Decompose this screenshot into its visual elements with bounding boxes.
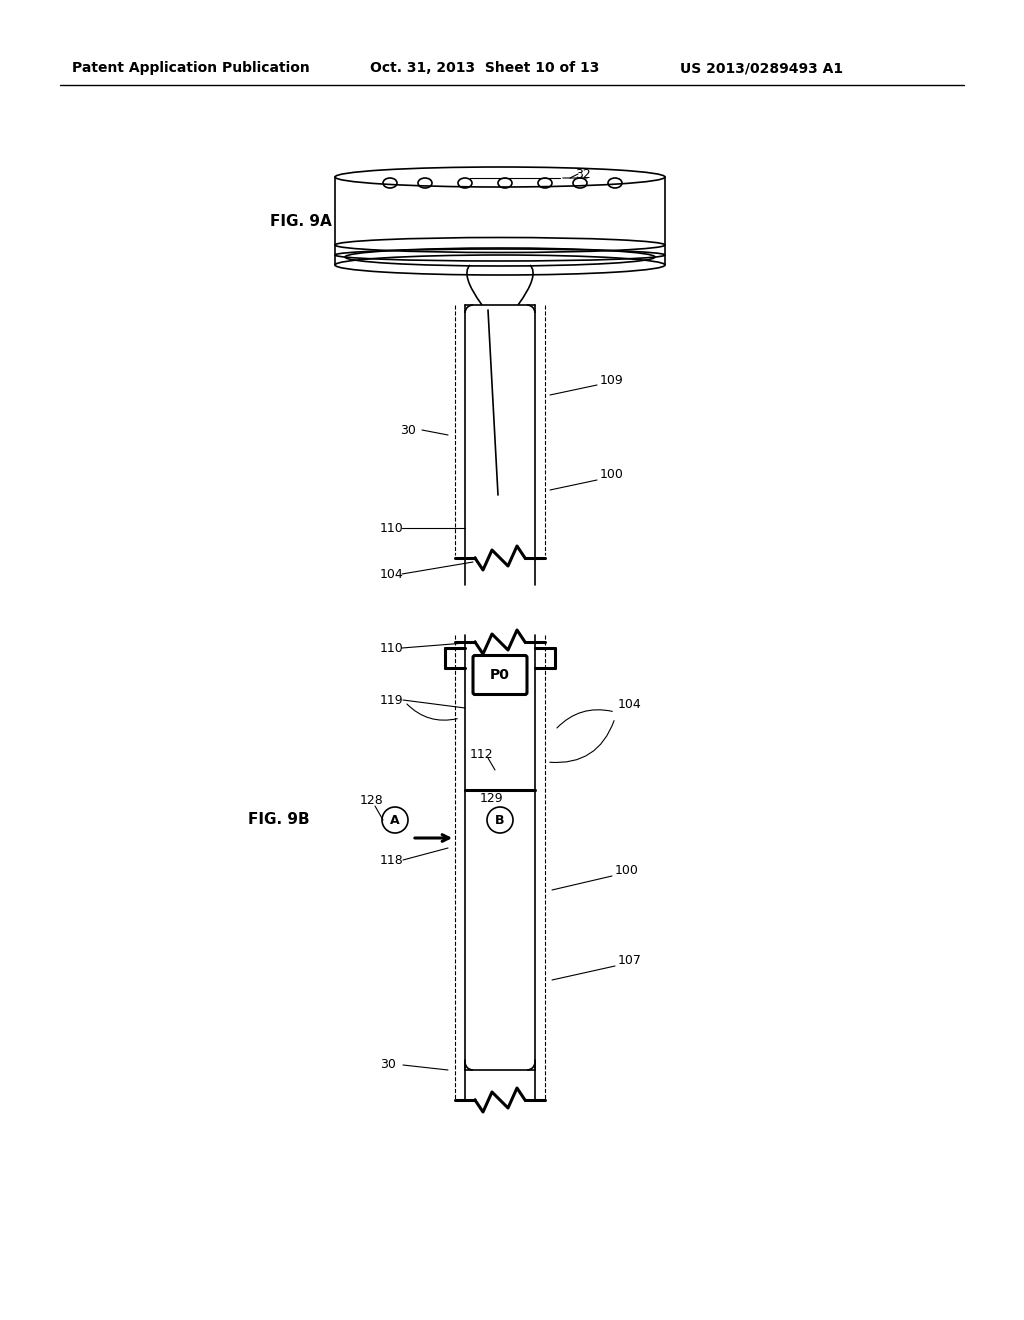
Text: 129: 129 xyxy=(480,792,504,804)
Text: 110: 110 xyxy=(380,642,403,655)
Text: Patent Application Publication: Patent Application Publication xyxy=(72,61,309,75)
Text: 30: 30 xyxy=(400,424,416,437)
FancyArrowPatch shape xyxy=(550,721,614,763)
Text: 128: 128 xyxy=(360,793,384,807)
Text: FIG. 9B: FIG. 9B xyxy=(248,813,309,828)
Text: 109: 109 xyxy=(600,374,624,387)
FancyArrowPatch shape xyxy=(557,710,612,727)
Text: 118: 118 xyxy=(380,854,403,866)
Text: 119: 119 xyxy=(380,693,403,706)
Text: 100: 100 xyxy=(615,863,639,876)
FancyBboxPatch shape xyxy=(473,656,527,694)
Text: 112: 112 xyxy=(470,748,494,762)
Text: Oct. 31, 2013  Sheet 10 of 13: Oct. 31, 2013 Sheet 10 of 13 xyxy=(370,61,599,75)
Text: 30: 30 xyxy=(380,1059,396,1072)
Text: A: A xyxy=(390,813,399,826)
Text: 104: 104 xyxy=(618,698,642,711)
Text: 107: 107 xyxy=(618,953,642,966)
Text: B: B xyxy=(496,813,505,826)
Text: 100: 100 xyxy=(600,469,624,482)
Text: 110: 110 xyxy=(380,521,403,535)
FancyArrowPatch shape xyxy=(407,704,458,721)
Text: US 2013/0289493 A1: US 2013/0289493 A1 xyxy=(680,61,843,75)
Text: 32: 32 xyxy=(575,168,591,181)
Text: 104: 104 xyxy=(380,568,403,581)
Text: P0: P0 xyxy=(490,668,510,682)
Text: FIG. 9A: FIG. 9A xyxy=(270,214,332,230)
